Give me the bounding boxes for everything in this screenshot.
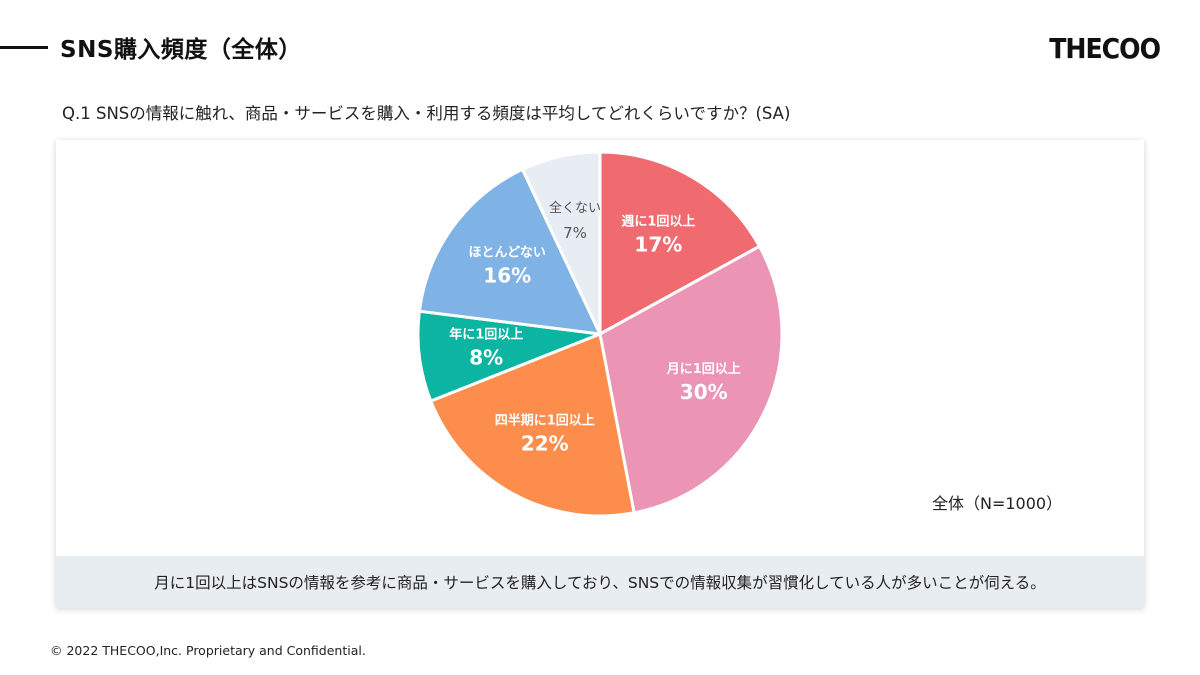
pie-slice-label-0: 週に1回以上 — [621, 214, 695, 229]
pie-slice-value-1: 30% — [680, 380, 728, 404]
pie-slice-label-1: 月に1回以上 — [666, 362, 741, 377]
copyright-footer: © 2022 THECOO,Inc. Proprietary and Confi… — [50, 643, 366, 658]
pie-slice-1 — [598, 244, 784, 515]
pie-chart: 週に1回以上 17% 月に1回以上 30% 四半期に1回以上 22% 年に1回以上 8% ほとん… — [416, 150, 784, 518]
thecoo-logo: THECOO — [1049, 32, 1161, 65]
summary-box: 月に1回以上はSNSの情報を参考に商品・サービスを購入しており、SNSでの情報収… — [56, 556, 1144, 608]
chart-panel: 週に1回以上 17% 月に1回以上 30% 四半期に1回以上 22% 年に1回以上 8% ほとん… — [56, 140, 1144, 608]
pie-slice-value-4: 16% — [483, 264, 531, 288]
pie-slice-value-2: 22% — [521, 431, 569, 455]
question-text: Q.1 SNSの情報に触れ、商品・サービスを購入・利用する頻度は平均してどれくら… — [62, 104, 791, 123]
pie-slice-2 — [429, 332, 636, 518]
title-rule — [0, 46, 48, 49]
pie-slice-4 — [417, 167, 602, 336]
pie-slice-label-4: ほとんどない — [469, 246, 546, 261]
pie-slice-3 — [416, 309, 602, 403]
pie-slice-label-3: 年に1回以上 — [449, 326, 523, 342]
pie-slice-label-2: 四半期に1回以上 — [495, 412, 595, 428]
pie-slice-value-5: 7% — [563, 224, 587, 242]
pie-slice-label-5: 全くない — [549, 200, 601, 216]
pie-slice-0 — [598, 150, 761, 336]
sample-size-label: 全体（N=1000） — [932, 494, 1063, 513]
pie-slice-5 — [521, 150, 602, 336]
pie-slice-value-0: 17% — [634, 232, 682, 256]
summary-text: 月に1回以上はSNSの情報を参考に商品・サービスを購入しており、SNSでの情報収… — [154, 574, 1046, 592]
page-title: SNS購入頻度（全体） — [60, 37, 302, 63]
pie-slice-value-3: 8% — [469, 345, 503, 369]
